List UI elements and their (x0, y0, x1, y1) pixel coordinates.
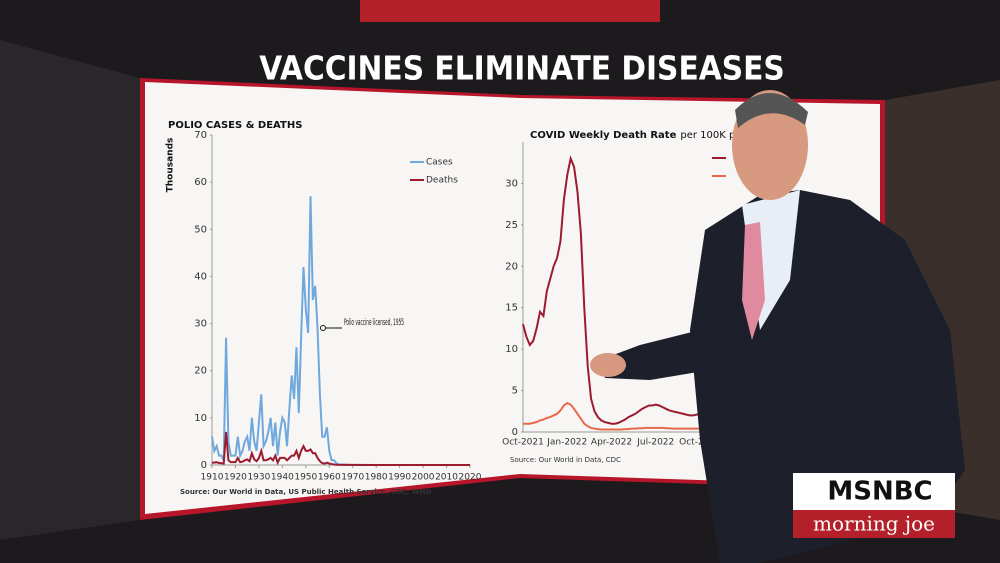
y-tick-label: 10 (505, 344, 518, 355)
left-wall (0, 40, 140, 540)
logo-box (793, 473, 955, 510)
hand (590, 353, 626, 377)
x-tick-label: Jul-2022 (636, 438, 674, 448)
x-tick-label: 2020 (459, 473, 482, 483)
y-tick-label: 0 (201, 460, 207, 471)
annotation-text: Polio vaccine licensed, 1955 (344, 318, 404, 328)
show-name: morning joe (813, 512, 935, 536)
y-tick-label: 10 (194, 413, 207, 424)
y-tick-label: 40 (194, 271, 207, 282)
title-text: POLIO CASES & DEATHS (168, 120, 302, 131)
x-tick-label: 1960 (318, 473, 341, 483)
arm (600, 330, 710, 380)
network-logo: MSNBC (827, 477, 932, 507)
hair (735, 92, 808, 128)
series-line (212, 431, 470, 466)
y-tick-label: 0 (512, 427, 518, 438)
series-line (522, 155, 711, 425)
show-box (793, 510, 955, 538)
presenter (590, 90, 965, 563)
y-tick-label: 25 (505, 220, 518, 231)
series-line (211, 196, 470, 466)
x-tick-label: Jan-2022 (546, 438, 587, 448)
title-text: COVID Weekly Death Rate (530, 130, 677, 141)
x-tick-label: Apr-2022 (591, 438, 632, 448)
x-tick-label: Oct-2021 (502, 438, 544, 448)
x-tick-label: 1970 (341, 473, 364, 483)
annotation: Polio vaccine licensed, 1955 (344, 318, 404, 328)
x-tick-label: 1910 (201, 473, 224, 483)
y-tick-label: 20 (505, 261, 518, 272)
x-tick-label: 1930 (247, 473, 270, 483)
y-tick-label: 50 (194, 224, 207, 235)
chart-title: POLIO CASES & DEATHS (168, 120, 302, 131)
series-line (523, 401, 711, 431)
tie (742, 222, 765, 340)
chart-title: COVID Weekly Death Rate per 100K people (530, 130, 763, 141)
y-tick-label: 30 (194, 319, 207, 330)
source-note: Source: Our World in Data, US Public Hea… (180, 488, 431, 496)
x-tick-label: 1920 (224, 473, 247, 483)
y-tick-label: 70 (194, 130, 207, 141)
x-tick-label: 2010 (435, 473, 458, 483)
y-tick-label: 20 (194, 366, 207, 377)
x-tick-label: 1990 (388, 473, 411, 483)
board (145, 82, 880, 514)
x-tick-label: 2000 (412, 473, 435, 483)
top-screen (360, 0, 660, 22)
y-tick-label: 5 (512, 386, 518, 397)
legend-label: Cases (426, 158, 453, 168)
y-axis-label: Thousands (166, 138, 176, 193)
charts: POLIO CASES & DEATHSThousands01020304050… (166, 120, 763, 496)
x-tick-label: 1980 (365, 473, 388, 483)
headline: VACCINES ELIMINATE DISEASES (259, 49, 785, 88)
y-tick-label: 30 (505, 178, 518, 189)
x-tick-label: Oct-2022 (679, 438, 721, 448)
source-note: Source: Our World in Data, CDC (510, 456, 621, 464)
legend-label: Deaths (426, 176, 458, 186)
subtitle-text: per 100K people (680, 130, 763, 141)
x-tick-label: 1950 (294, 473, 317, 483)
x-tick-label: 1940 (271, 473, 294, 483)
y-tick-label: 60 (194, 177, 207, 188)
y-tick-label: 15 (505, 303, 518, 314)
